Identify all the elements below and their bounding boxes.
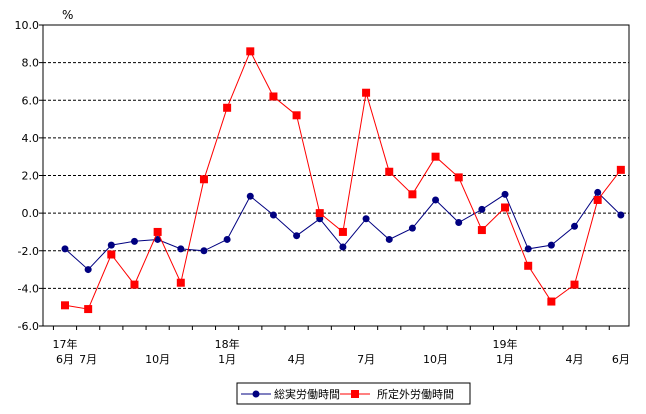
- data-point: [153, 227, 162, 236]
- legend-label: 所定外労働時間: [377, 387, 454, 401]
- data-point: [292, 111, 301, 120]
- data-point: [84, 266, 92, 274]
- data-point: [454, 173, 463, 182]
- data-point: [477, 226, 486, 235]
- data-point: [594, 188, 602, 196]
- data-point: [432, 196, 440, 204]
- x-tick-label-year: 18年: [215, 337, 240, 351]
- x-tick-label-year: 19年: [493, 337, 518, 351]
- x-tick-label-month: 1月: [218, 353, 236, 366]
- data-point: [107, 241, 115, 249]
- data-point: [455, 219, 463, 227]
- y-tick-label: 6.0: [22, 94, 40, 107]
- x-tick-label-year: 17年: [53, 337, 78, 351]
- data-point: [154, 235, 162, 243]
- y-tick-label: -4.0: [18, 282, 39, 295]
- data-point: [269, 211, 277, 219]
- data-point: [547, 297, 556, 306]
- data-point: [177, 245, 185, 253]
- data-point: [107, 250, 116, 259]
- data-point: [593, 195, 602, 204]
- data-point: [61, 245, 69, 253]
- data-point: [570, 280, 579, 289]
- data-point: [408, 224, 416, 232]
- data-point: [617, 211, 625, 219]
- x-tick-label-month: 10月: [145, 353, 170, 366]
- data-point: [315, 209, 324, 218]
- series-total-hours: [61, 188, 625, 274]
- y-tick-label: 10.0: [15, 19, 40, 32]
- x-tick-label-month: 1月: [496, 353, 514, 366]
- data-point: [362, 215, 370, 223]
- y-tick-label: 8.0: [22, 57, 40, 70]
- x-tick-label-month: 10月: [423, 353, 448, 366]
- x-tick-label-month: 6月: [56, 353, 74, 366]
- y-tick-label: 2.0: [22, 170, 40, 183]
- data-point: [84, 305, 93, 314]
- data-point: [223, 103, 232, 112]
- data-point: [431, 152, 440, 161]
- data-point: [501, 190, 509, 198]
- data-point: [61, 301, 69, 310]
- legend-marker: [252, 390, 260, 398]
- y-axis: 10.0 8.0 6.0 4.0 2.0 0.0 -2.0 -4.0 -6.0: [15, 19, 43, 333]
- data-point: [501, 203, 510, 212]
- y-tick-label: 0.0: [22, 207, 40, 220]
- x-tick-label-month: 7月: [79, 353, 97, 366]
- data-point: [339, 243, 347, 251]
- data-point: [385, 167, 394, 176]
- legend: 総実労働時間 所定外労働時間: [236, 382, 471, 405]
- data-point: [408, 190, 417, 199]
- series-line: [64, 50, 622, 310]
- x-tick-label-month: 4月: [288, 353, 306, 366]
- data-point: [385, 235, 393, 243]
- data-point: [246, 192, 254, 200]
- data-point: [269, 92, 278, 101]
- x-tick-label-month: 7月: [357, 353, 375, 366]
- series-layer: [61, 47, 625, 314]
- y-axis-unit: %: [62, 8, 73, 22]
- grid-lines: [43, 62, 629, 289]
- x-axis: 17年 6月 7月 10月 18年 1月 4月 7月 10月 19年 1月 4月 6月: [53, 326, 630, 366]
- data-point: [199, 175, 208, 184]
- data-point: [547, 241, 555, 249]
- data-point: [130, 237, 138, 245]
- y-tick-label: -2.0: [18, 245, 39, 258]
- series-overtime-hours: [61, 47, 625, 314]
- data-point: [478, 205, 486, 213]
- legend-label: 総実労働時間: [274, 387, 340, 401]
- data-point: [362, 88, 371, 97]
- x-tick-label-month: 6月: [612, 353, 630, 366]
- data-point: [176, 278, 185, 287]
- data-point: [130, 280, 139, 289]
- y-tick-label: 4.0: [22, 132, 40, 145]
- data-point: [616, 165, 625, 174]
- data-point: [338, 227, 347, 236]
- data-point: [246, 47, 255, 56]
- data-point: [293, 232, 301, 240]
- y-tick-label: -6.0: [18, 320, 39, 333]
- x-tick-label-month: 4月: [566, 353, 584, 366]
- data-point: [571, 222, 579, 230]
- data-point: [200, 247, 208, 255]
- data-point: [524, 261, 533, 270]
- data-point: [223, 235, 231, 243]
- legend-marker: [351, 390, 359, 398]
- data-point: [524, 245, 532, 253]
